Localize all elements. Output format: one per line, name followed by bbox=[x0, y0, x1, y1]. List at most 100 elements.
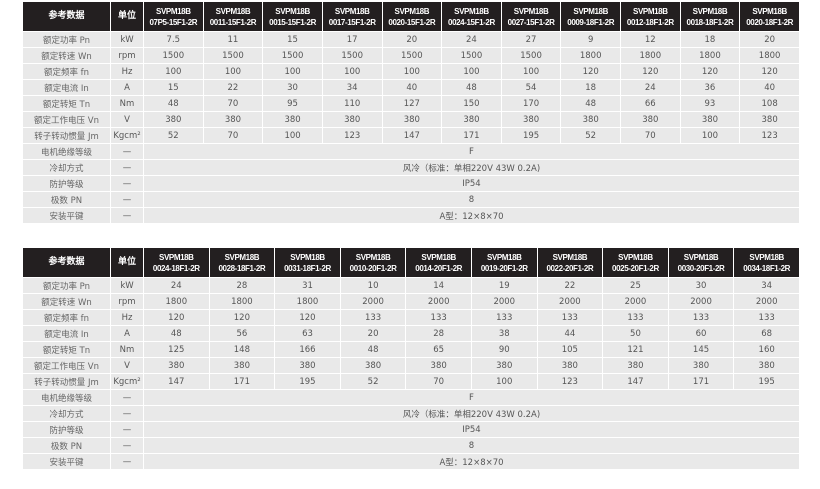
value-cell: 48 bbox=[561, 96, 620, 111]
value-cell: 148 bbox=[209, 342, 275, 357]
model-series: SVPM18B bbox=[633, 6, 668, 16]
value-cell: 40 bbox=[382, 80, 442, 95]
value-cell: 48 bbox=[144, 96, 203, 111]
model-code: 0025-20F1-2R bbox=[612, 263, 659, 273]
value-cell: 133 bbox=[668, 310, 734, 325]
value-cell: 18 bbox=[680, 32, 740, 47]
value-cell: 90 bbox=[471, 342, 537, 357]
value-cell: 52 bbox=[340, 374, 406, 389]
row-unit: — bbox=[111, 192, 143, 207]
common-value-cell: F bbox=[144, 390, 799, 405]
row-label: 极数 PN bbox=[23, 438, 110, 453]
table-row: 防护等级 — IP54 bbox=[23, 176, 799, 191]
model-code: 0027-15F1-2R bbox=[507, 17, 555, 27]
value-cell: 380 bbox=[406, 358, 471, 373]
model-series: SVPM18B bbox=[355, 252, 391, 262]
value-cell: 120 bbox=[275, 310, 340, 325]
model-header: SVPM18B 0017-15F1-2R bbox=[322, 2, 382, 31]
model-series: SVPM18B bbox=[224, 252, 260, 262]
model-header: SVPM18B 0009-18F1-2R bbox=[561, 2, 620, 31]
model-series: SVPM18B bbox=[573, 6, 608, 16]
value-cell: 380 bbox=[740, 112, 799, 127]
model-header: SVPM18B 0030-20F1-2R bbox=[668, 248, 734, 277]
value-cell: 380 bbox=[621, 112, 680, 127]
value-cell: 100 bbox=[263, 64, 322, 79]
value-cell: 44 bbox=[537, 326, 603, 341]
value-cell: 17 bbox=[322, 32, 382, 47]
model-series: SVPM18B bbox=[454, 6, 489, 16]
row-label: 额定工作电压 Vn bbox=[23, 112, 110, 127]
value-cell: 171 bbox=[668, 374, 734, 389]
row-unit: — bbox=[111, 176, 143, 191]
value-cell: 38 bbox=[471, 326, 537, 341]
value-cell: 147 bbox=[603, 374, 668, 389]
value-cell: 380 bbox=[263, 112, 322, 127]
model-series: SVPM18B bbox=[513, 6, 549, 16]
value-cell: 380 bbox=[144, 112, 203, 127]
value-cell: 121 bbox=[603, 342, 668, 357]
model-code: 0030-20F1-2R bbox=[677, 263, 725, 273]
row-unit: — bbox=[111, 208, 143, 223]
value-cell: 380 bbox=[209, 358, 275, 373]
value-cell: 1800 bbox=[740, 48, 799, 63]
spec-table-2: 参考数据 单位 SVPM18B 0024-18F1-2R SVPM18B 0028-18F… bbox=[22, 247, 800, 470]
value-cell: 15 bbox=[263, 32, 322, 47]
value-cell: 125 bbox=[144, 342, 209, 357]
model-code: 0014-20F1-2R bbox=[415, 263, 463, 273]
value-cell: 1800 bbox=[144, 294, 209, 309]
model-header: SVPM18B 0031-18F1-2R bbox=[275, 248, 340, 277]
value-cell: 2000 bbox=[406, 294, 471, 309]
value-cell: 70 bbox=[203, 96, 263, 111]
value-cell: 171 bbox=[209, 374, 275, 389]
value-cell: 9 bbox=[561, 32, 620, 47]
header-row: 参考数据 单位 SVPM18B 07P5-15F1-2R SVPM18B 0011-15F… bbox=[23, 2, 799, 31]
value-cell: 195 bbox=[734, 374, 799, 389]
value-cell: 1800 bbox=[209, 294, 275, 309]
row-unit: — bbox=[111, 422, 143, 437]
unit-header: 单位 bbox=[111, 248, 143, 277]
model-header: SVPM18B 0014-20F1-2R bbox=[406, 248, 471, 277]
value-cell: 25 bbox=[603, 278, 668, 293]
value-cell: 133 bbox=[603, 310, 668, 325]
model-series: SVPM18B bbox=[618, 252, 653, 262]
table-row: 防护等级 — IP54 bbox=[23, 422, 799, 437]
value-cell: 2000 bbox=[537, 294, 603, 309]
common-value-cell: IP54 bbox=[144, 422, 799, 437]
common-value-cell: 风冷（标准：单相220V 43W 0.2A) bbox=[144, 406, 799, 421]
value-cell: 133 bbox=[471, 310, 537, 325]
row-label: 额定转速 Wn bbox=[23, 48, 110, 63]
value-cell: 123 bbox=[537, 374, 603, 389]
model-series: SVPM18B bbox=[275, 6, 310, 16]
model-series: SVPM18B bbox=[334, 6, 370, 16]
value-cell: 120 bbox=[621, 64, 680, 79]
model-header: SVPM18B 0022-20F1-2R bbox=[537, 248, 603, 277]
value-cell: 380 bbox=[340, 358, 406, 373]
value-cell: 160 bbox=[734, 342, 799, 357]
value-cell: 68 bbox=[734, 326, 799, 341]
value-cell: 120 bbox=[680, 64, 740, 79]
table-row: 额定频率 fn Hz 100 100 100 100 100 100 100 120 120 120 1… bbox=[23, 64, 799, 79]
value-cell: 380 bbox=[322, 112, 382, 127]
value-cell: 22 bbox=[203, 80, 263, 95]
value-cell: 127 bbox=[382, 96, 442, 111]
value-cell: 52 bbox=[561, 128, 620, 143]
model-series: SVPM18B bbox=[290, 252, 325, 262]
value-cell: 105 bbox=[537, 342, 603, 357]
value-cell: 380 bbox=[734, 358, 799, 373]
value-cell: 63 bbox=[275, 326, 340, 341]
value-cell: 120 bbox=[209, 310, 275, 325]
value-cell: 380 bbox=[537, 358, 603, 373]
value-cell: 27 bbox=[501, 32, 561, 47]
value-cell: 48 bbox=[340, 342, 406, 357]
model-code: 0015-15F1-2R bbox=[269, 17, 316, 27]
model-header: SVPM18B 0025-20F1-2R bbox=[603, 248, 668, 277]
value-cell: 166 bbox=[275, 342, 340, 357]
model-header: SVPM18B 0024-18F1-2R bbox=[144, 248, 209, 277]
row-unit: A bbox=[111, 80, 143, 95]
value-cell: 28 bbox=[209, 278, 275, 293]
table-row: 额定转矩 Tn Nm 125 148 166 48 65 90 105 121 145 160 bbox=[23, 342, 799, 357]
value-cell: 40 bbox=[740, 80, 799, 95]
common-value-cell: A型：12×8×70 bbox=[144, 208, 799, 223]
value-cell: 20 bbox=[740, 32, 799, 47]
value-cell: 120 bbox=[561, 64, 620, 79]
